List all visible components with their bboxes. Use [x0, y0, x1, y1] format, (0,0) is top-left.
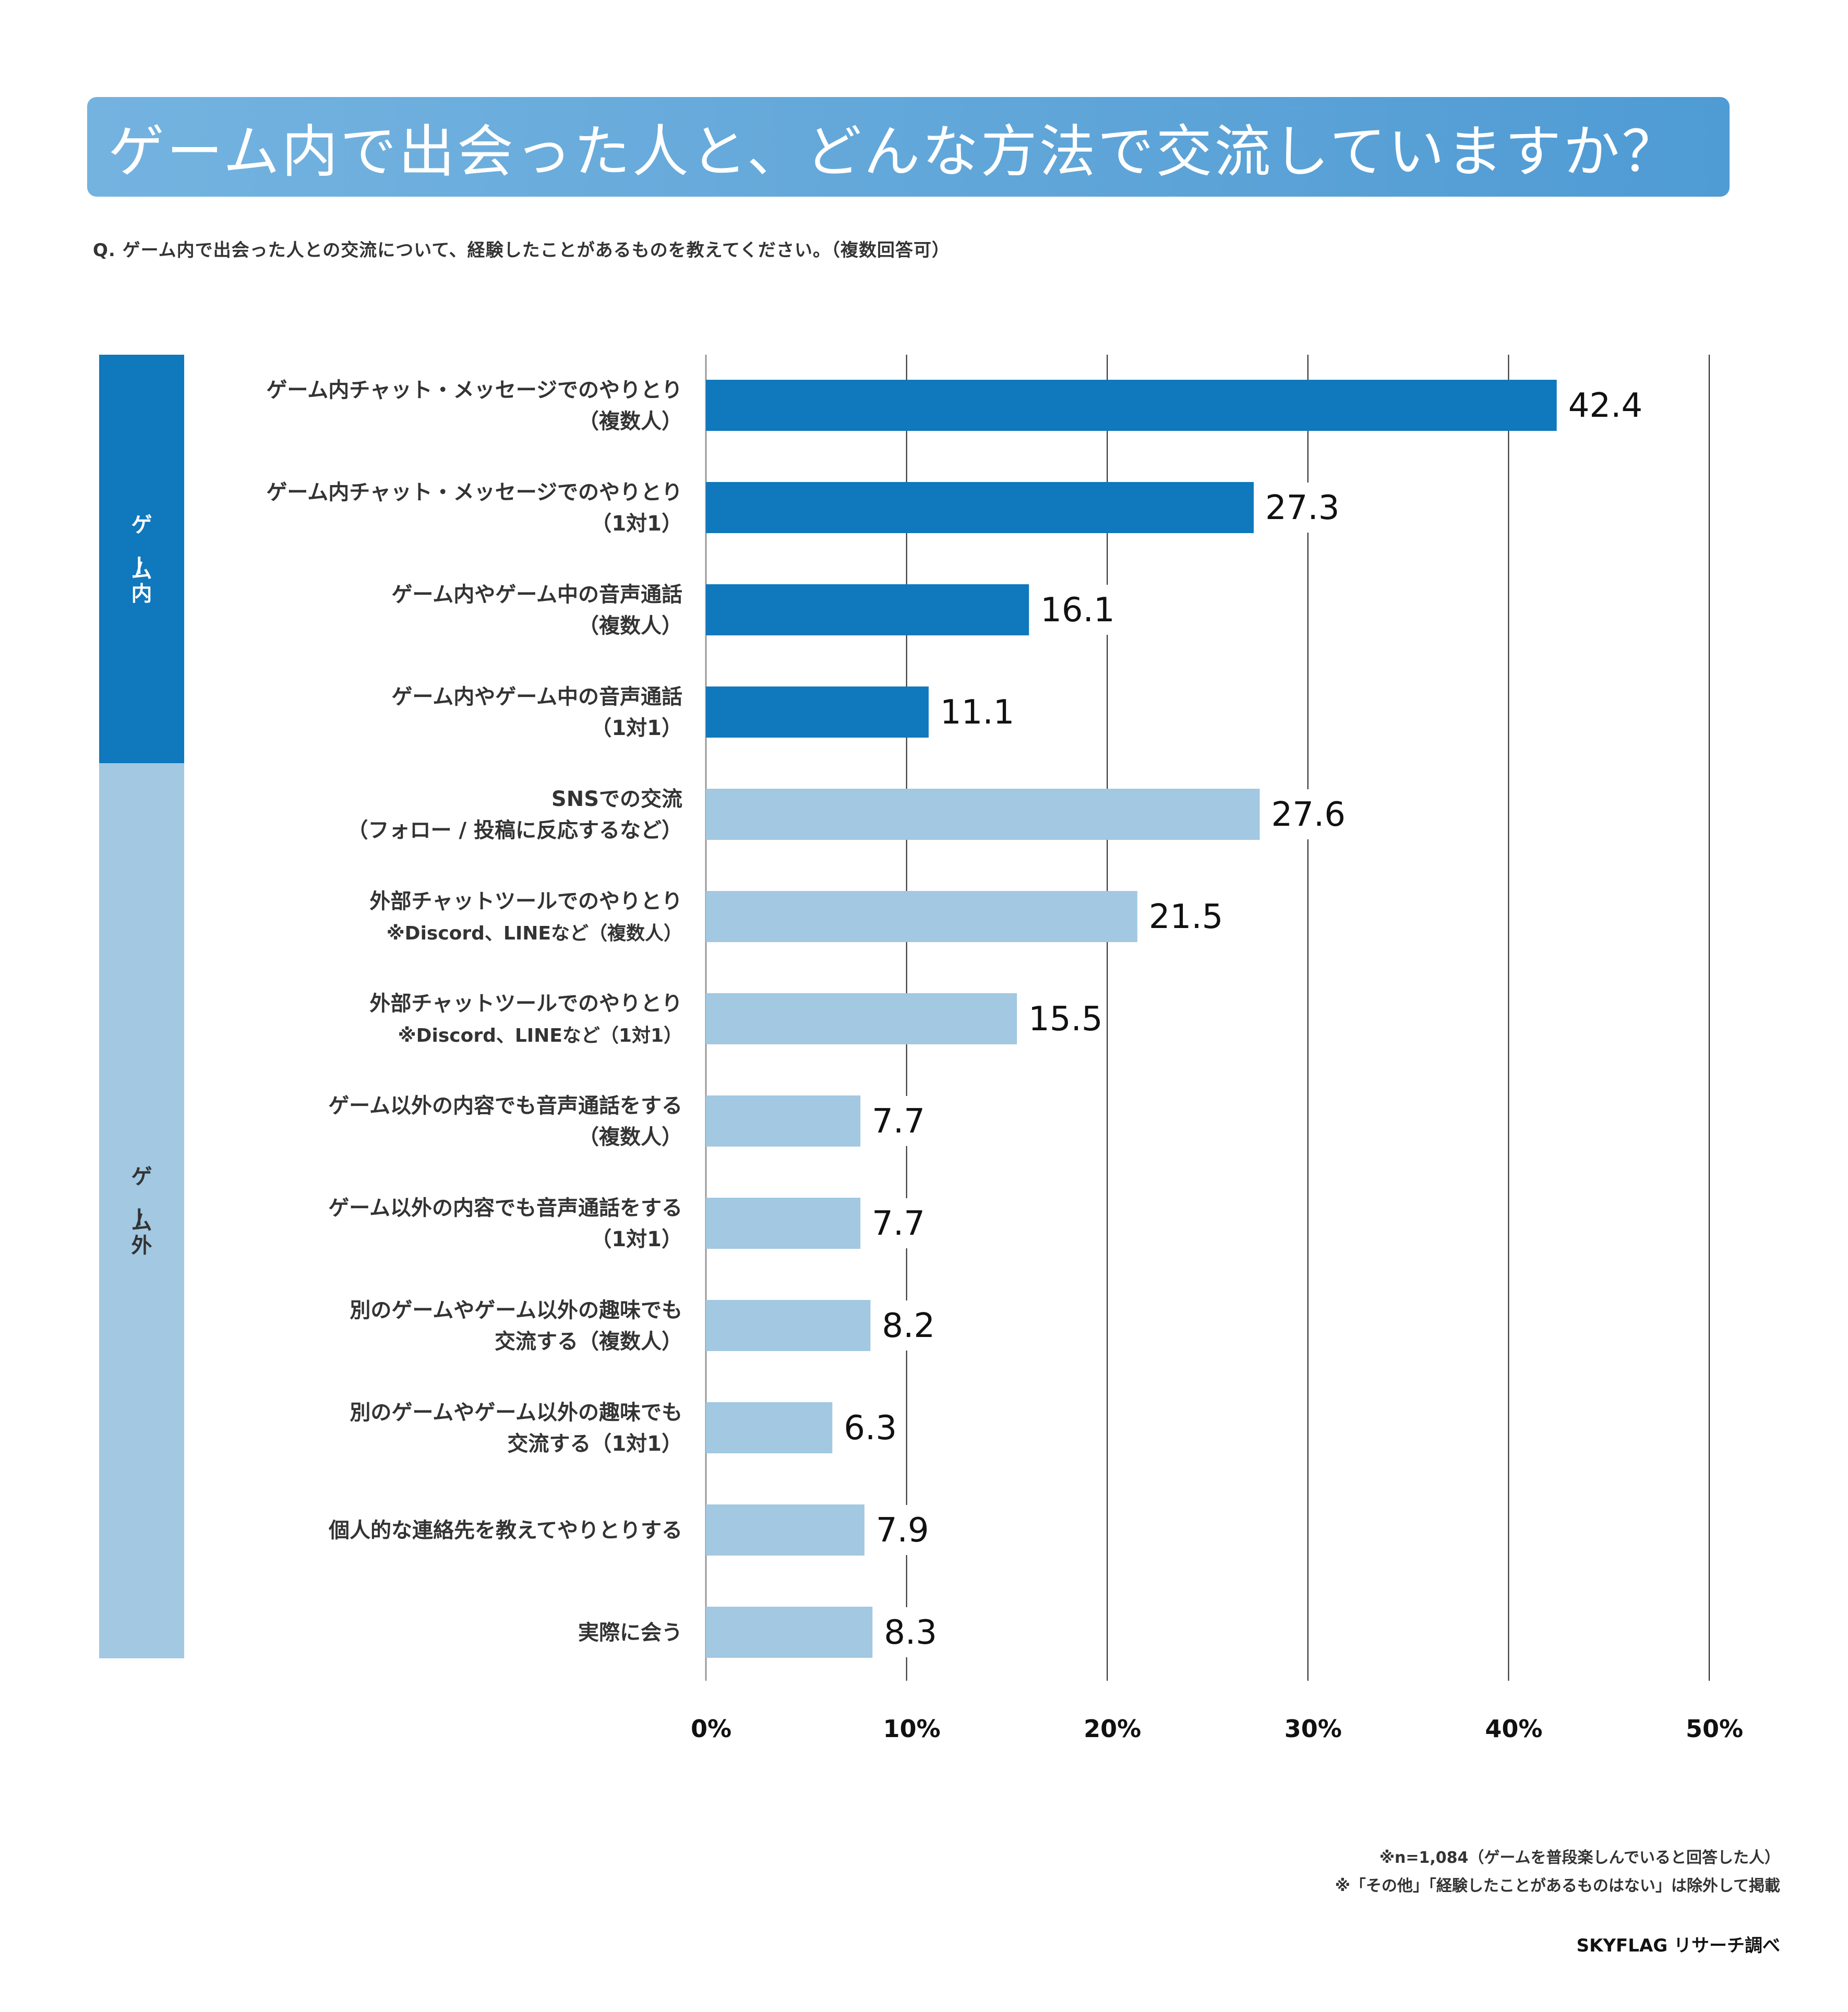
value-label: 27.3 — [1265, 489, 1340, 527]
value-label: 7.9 — [876, 1511, 929, 1550]
value-label: 16.1 — [1040, 591, 1115, 630]
bar — [706, 686, 929, 738]
group-label-out-game: ゲーム外 — [126, 1165, 152, 1258]
value-label: 7.7 — [872, 1102, 925, 1141]
category-label: 別のゲームやゲーム以外の趣味でも交流する（複数人） — [350, 1298, 682, 1354]
title-banner: ゲーム内で出会った人と、どんな方法で交流していますか？ — [87, 97, 1730, 197]
value-label-bg — [1036, 585, 1116, 635]
category-label: ゲーム内やゲーム中の音声通話（複数人） — [391, 583, 682, 638]
bar — [706, 1198, 861, 1249]
value-label-bg — [868, 1198, 930, 1248]
value-label-bg — [1261, 483, 1340, 533]
source-credit: SKYFLAG リサーチ調べ — [1576, 1935, 1780, 1956]
x-tick-label: 50% — [1686, 1715, 1743, 1743]
category-label: ゲーム以外の内容でも音声通話をする（1対1） — [328, 1196, 682, 1251]
value-label: 21.5 — [1149, 898, 1223, 936]
bar — [706, 584, 1029, 635]
category-label: 実際に会う — [578, 1621, 682, 1645]
category-label: SNSでの交流（フォロー / 投稿に反応するなど） — [347, 787, 682, 842]
value-label-bg — [871, 1505, 934, 1555]
category-label: 別のゲームやゲーム以外の趣味でも交流する（1対1） — [350, 1401, 682, 1456]
bar — [706, 1504, 865, 1556]
x-tick-label: 0% — [691, 1715, 731, 1743]
bar — [706, 1300, 871, 1351]
bar — [706, 1402, 833, 1453]
category-label: ゲーム以外の内容でも音声通話をする（複数人） — [328, 1094, 682, 1149]
x-tick-label: 30% — [1285, 1715, 1342, 1743]
value-label-bg — [935, 687, 1015, 737]
value-label: 6.3 — [844, 1409, 897, 1448]
value-label-bg — [880, 1607, 942, 1657]
chart-title: ゲーム内で出会った人と、どんな方法で交流していますか？ — [108, 119, 1681, 185]
value-label-bg — [1267, 789, 1347, 839]
value-label: 8.3 — [884, 1613, 937, 1652]
bar — [706, 380, 1557, 431]
value-label: 42.4 — [1568, 387, 1643, 425]
value-label-bg — [1564, 380, 1643, 430]
bar — [706, 1095, 861, 1147]
x-tick-label: 20% — [1084, 1715, 1141, 1743]
value-label-bg — [878, 1300, 940, 1351]
value-label-bg — [1144, 891, 1224, 942]
value-label: 15.5 — [1028, 1000, 1102, 1039]
category-label: ゲーム内チャット・メッセージでのやりとり（複数人） — [266, 378, 682, 433]
value-label: 7.7 — [872, 1204, 925, 1243]
survey-question: Q. ゲーム内で出会った人との交流について、経験したことがあるものを教えてくださ… — [93, 240, 950, 261]
bar — [706, 993, 1017, 1044]
value-label: 11.1 — [940, 693, 1015, 732]
value-label-bg — [839, 1403, 902, 1453]
category-label: 個人的な連絡先を教えてやりとりする — [328, 1519, 682, 1543]
x-tick-label: 40% — [1485, 1715, 1542, 1743]
category-label: 外部チャットツールでのやりとり※Discord、LINEなど（複数人） — [369, 889, 682, 944]
footnote-sample-size: ※n=1,084（ゲームを普段楽しんでいると回答した人） — [1379, 1849, 1780, 1867]
bar — [706, 1607, 873, 1658]
bar — [706, 789, 1260, 840]
group-block-out-game — [99, 763, 184, 1658]
value-label-bg — [1024, 994, 1104, 1044]
category-label: 外部チャットツールでのやりとり※Discord、LINEなど（1対1） — [369, 992, 682, 1046]
bar — [706, 891, 1137, 942]
value-label: 8.2 — [882, 1307, 935, 1345]
group-label-in-game: ゲーム内 — [126, 513, 152, 606]
category-label: ゲーム内チャット・メッセージでのやりとり（1対1） — [266, 480, 682, 536]
footnote-exclusions: ※「その他」「経験したことがあるものはない」は除外して掲載 — [1335, 1877, 1780, 1895]
category-label: ゲーム内やゲーム中の音声通話（1対1） — [391, 685, 682, 740]
value-label: 27.6 — [1271, 796, 1346, 834]
x-tick-label: 10% — [883, 1715, 941, 1743]
group-block-in-game — [99, 355, 184, 763]
value-label-bg — [868, 1096, 930, 1146]
bar — [706, 482, 1254, 533]
